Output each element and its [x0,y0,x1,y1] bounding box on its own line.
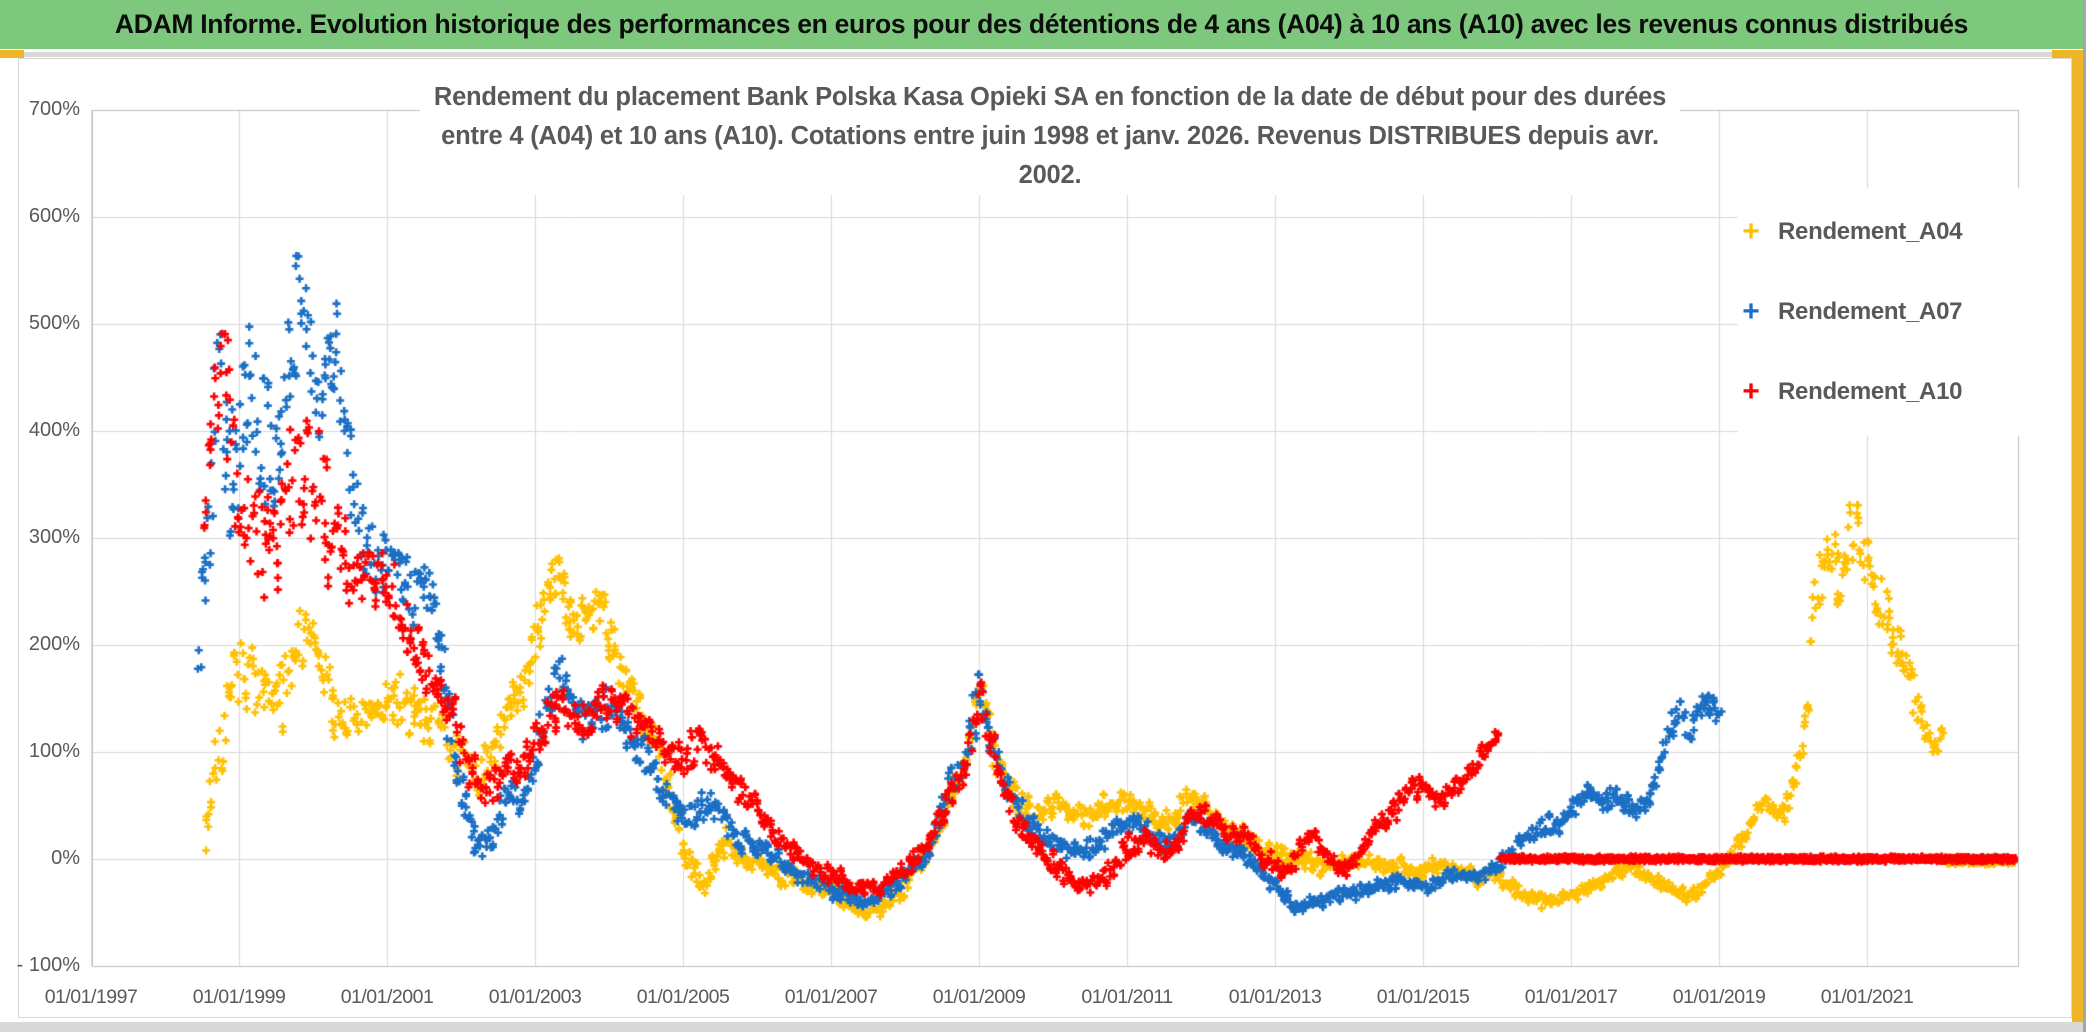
chart-title-line2: entre 4 (A04) et 10 ans (A10). Cotations… [441,122,1659,189]
legend-label: Rendement_A10 [1778,378,1963,405]
legend-label: Rendement_A07 [1778,298,1963,325]
x-tick-label: 01/01/2019 [1672,986,1766,1008]
x-tick-label: 01/01/2007 [784,986,878,1008]
y-tick-label: - 100% [16,954,80,976]
y-tick-label: 600% [28,205,80,227]
chart-title: Rendement du placement Bank Polska Kasa … [420,78,1680,195]
y-tick-label: 0% [51,847,80,869]
x-tick-label: 01/01/2011 [1081,986,1173,1008]
plus-marker-icon: + [1742,375,1760,408]
x-tick-label: 01/01/1997 [44,986,138,1008]
x-tick-label: 01/01/2013 [1228,986,1322,1008]
x-tick-label: 01/01/2009 [932,986,1026,1008]
y-tick-label: 400% [28,419,80,441]
y-tick-label: 700% [28,98,80,120]
x-tick-label: 01/01/2003 [488,986,582,1008]
x-tick-label: 01/01/1999 [192,986,286,1008]
x-tick-label: 01/01/2015 [1376,986,1470,1008]
chart-title-line1: Rendement du placement Bank Polska Kasa … [433,83,1667,111]
x-tick-label: 01/01/2001 [340,986,434,1008]
y-tick-label: 100% [28,740,80,762]
legend-item-a04[interactable]: + Rendement_A04 [1738,192,2068,272]
y-tick-label: 300% [28,526,80,548]
y-tick-label: 200% [28,633,80,655]
x-tick-label: 01/01/2017 [1524,986,1618,1008]
x-tick-label: 01/01/2021 [1820,986,1914,1008]
plus-marker-icon: + [1742,295,1760,328]
legend-item-a10[interactable]: + Rendement_A10 [1738,352,2068,432]
legend-item-a07[interactable]: + Rendement_A07 [1738,272,2068,352]
y-tick-label: 500% [28,312,80,334]
x-tick-label: 01/01/2005 [636,986,730,1008]
legend: + Rendement_A04 + Rendement_A07 + Rendem… [1738,188,2068,436]
plus-marker-icon: + [1742,215,1760,248]
legend-label: Rendement_A04 [1778,218,1963,245]
